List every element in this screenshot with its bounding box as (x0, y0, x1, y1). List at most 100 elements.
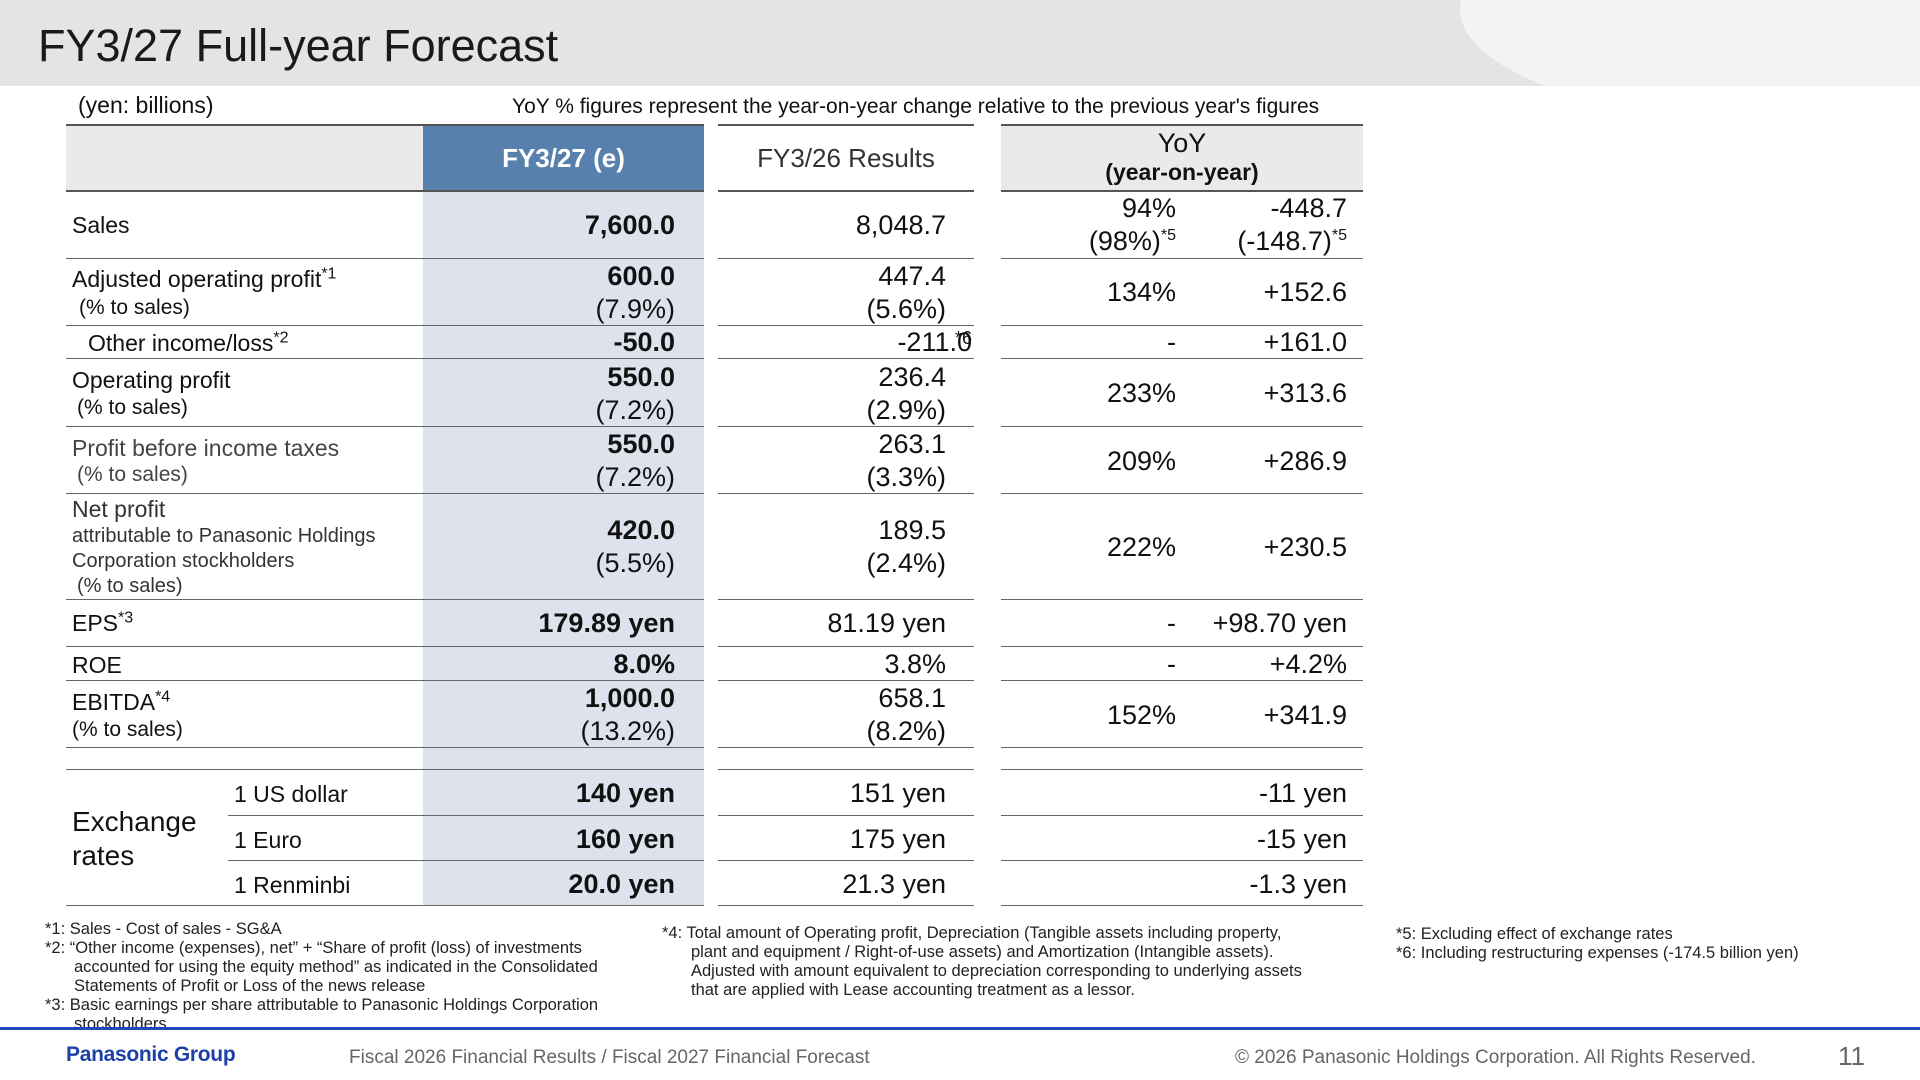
row-sublabel: (% to sales) (79, 296, 190, 319)
header-forecast: FY3/27 (e) (423, 125, 704, 191)
results-value: 236.4 (878, 362, 946, 392)
yoy-percent: 209% (1106, 446, 1176, 476)
footer-document-title: Fiscal 2026 Financial Results / Fiscal 2… (349, 1047, 870, 1068)
row-label: Other income/loss*2 (88, 329, 289, 356)
forecast-value: 1,000.0 (584, 683, 675, 713)
currency-name: 1 Euro (234, 827, 302, 853)
yoy-percent: 134% (1106, 277, 1176, 307)
yoy-percent-fx: (98%)*5 (1088, 226, 1176, 256)
results-rate: 151 yen (849, 778, 946, 808)
brand-logo: Panasonic Group (66, 1043, 236, 1066)
footnote-4: *4: Total amount of Operating profit, De… (662, 924, 1282, 942)
yoy-amount: +313.6 (1263, 378, 1347, 408)
results-rate: 21.3 yen (842, 869, 946, 899)
exchange-label: rates (72, 840, 135, 871)
results-value: 189.5 (878, 515, 946, 545)
results-ratio: (2.4%) (866, 548, 946, 578)
title-decoration (1460, 0, 1920, 86)
row-label: Profit before income taxes (72, 435, 340, 461)
forecast-rate: 160 yen (575, 824, 675, 854)
results-rate: 175 yen (849, 824, 946, 854)
row-label: EBITDA*4 (72, 688, 171, 715)
footer-copyright: © 2026 Panasonic Holdings Corporation. A… (1235, 1047, 1756, 1068)
results-footnote-mark: *6 (955, 328, 973, 348)
footnotes-middle: *4: Total amount of Operating profit, De… (662, 924, 1302, 999)
footnote-1: *1: Sales - Cost of sales - SG&A (45, 920, 282, 938)
yoy-percent: 152% (1106, 700, 1176, 730)
footnote-3: *3: Basic earnings per share attributabl… (45, 996, 599, 1014)
results-value: 447.4 (878, 261, 946, 291)
yoy-percent: - (1167, 327, 1176, 357)
footnote-5: *5: Excluding effect of exchange rates (1396, 925, 1673, 943)
yoy-amount: +4.2% (1269, 649, 1347, 679)
yoy-amount: -448.7 (1270, 193, 1347, 223)
row-label: Sales (72, 212, 130, 238)
results-value: 263.1 (878, 429, 946, 459)
row-sublabel: (% to sales) (77, 396, 188, 419)
page-title: FY3/27 Full-year Forecast (38, 20, 559, 71)
forecast-ratio: (7.2%) (595, 395, 675, 425)
results-ratio: (5.6%) (866, 294, 946, 324)
row-sublabel: (% to sales) (72, 718, 183, 741)
row-label: ROE (72, 652, 122, 678)
forecast-value: 420.0 (607, 515, 675, 545)
forecast-rate: 140 yen (575, 778, 675, 808)
results-value: -211.0 (897, 327, 972, 357)
yoy-percent: 233% (1106, 378, 1176, 408)
results-ratio: (2.9%) (866, 395, 946, 425)
results-value: 81.19 yen (827, 608, 946, 638)
yoy-amount-fx: (-148.7)*5 (1237, 226, 1347, 256)
header-yoy-main: YoY (1157, 128, 1207, 158)
header-results: FY3/26 Results (757, 142, 935, 173)
footnote-6: *6: Including restructuring expenses (-1… (1396, 944, 1799, 962)
row-sublabel: attributable to Panasonic Holdings (72, 525, 376, 547)
header-label-cell (66, 125, 423, 191)
yoy-rate: -1.3 yen (1249, 869, 1347, 899)
forecast-value: -50.0 (613, 327, 675, 357)
forecast-ratio: (7.2%) (595, 462, 675, 492)
yoy-amount: +341.9 (1263, 700, 1347, 730)
forecast-value: 8.0% (613, 649, 675, 679)
yoy-percent: 94% (1121, 193, 1176, 223)
forecast-ratio: (5.5%) (595, 548, 675, 578)
forecast-ratio: (7.9%) (595, 294, 675, 324)
yoy-rate: -11 yen (1258, 778, 1347, 808)
forecast-value: 179.89 yen (538, 608, 675, 638)
forecast-ratio: (13.2%) (580, 716, 675, 746)
forecast-value: 600.0 (607, 261, 675, 291)
row-label: EPS*3 (72, 609, 134, 636)
title-band (0, 0, 1920, 86)
results-ratio: (8.2%) (866, 716, 946, 746)
row-label: Operating profit (72, 367, 231, 393)
row-label: Adjusted operating profit*1 (72, 265, 337, 292)
yoy-amount: +286.9 (1263, 446, 1347, 476)
footnote-2: *2: “Other income (expenses), net” + “Sh… (45, 939, 582, 957)
yoy-percent: - (1167, 608, 1176, 638)
header-yoy: YoY (year-on-year) (1001, 125, 1363, 191)
row-sublabel: (% to sales) (77, 463, 188, 486)
unit-note: (yen: billions) (78, 92, 214, 118)
forecast-value: 550.0 (607, 429, 675, 459)
yoy-percent: 222% (1106, 532, 1176, 562)
results-value: 3.8% (884, 649, 946, 679)
results-value: 8,048.7 (855, 210, 946, 240)
forecast-rate: 20.0 yen (568, 869, 675, 899)
yoy-amount: +161.0 (1263, 327, 1347, 357)
footnotes-left: *1: Sales - Cost of sales - SG&A *2: “Ot… (45, 920, 599, 1033)
currency-name: 1 Renminbi (234, 872, 351, 898)
currency-name: 1 US dollar (234, 781, 348, 807)
exchange-label: Exchange (72, 806, 197, 837)
yoy-amount: +152.6 (1263, 277, 1347, 307)
forecast-value: 7,600.0 (584, 210, 675, 240)
row-label: Net profit (72, 496, 166, 522)
header-yoy-sub: (year-on-year) (1105, 159, 1259, 185)
row-sublabel: (% to sales) (77, 575, 183, 597)
yoy-rate: -15 yen (1256, 824, 1347, 854)
yoy-amount: +230.5 (1263, 532, 1347, 562)
yoy-amount: +98.70 yen (1212, 608, 1347, 638)
results-value: 658.1 (878, 683, 946, 713)
row-sublabel: Corporation stockholders (72, 550, 295, 572)
yoy-note: YoY % figures represent the year-on-year… (512, 95, 1320, 118)
footer-rule (0, 1027, 1920, 1030)
yoy-percent: - (1167, 649, 1176, 679)
